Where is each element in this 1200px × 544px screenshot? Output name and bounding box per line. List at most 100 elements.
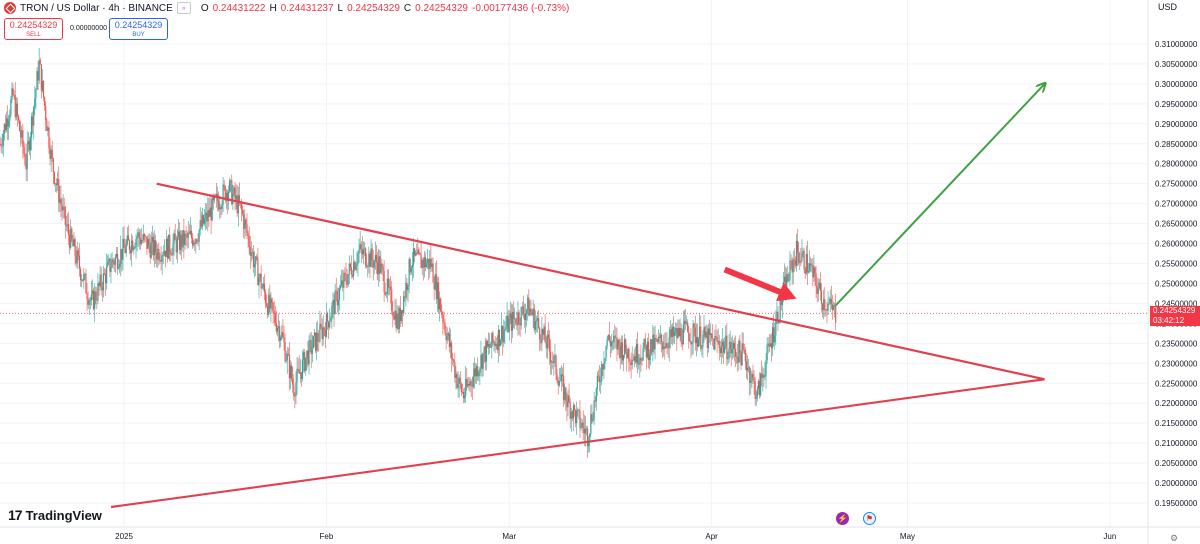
candle-body (385, 293, 387, 295)
candle-body (277, 326, 280, 328)
candle-body (535, 320, 538, 322)
candle-body (823, 299, 825, 311)
candle-body (792, 259, 794, 273)
candle-body (311, 348, 313, 355)
candle-body (335, 290, 337, 292)
candle-body (88, 300, 90, 305)
candle-body (825, 309, 827, 311)
candle-body (652, 334, 654, 352)
candle-body (108, 258, 110, 262)
candle-body (113, 262, 115, 265)
candle-body (75, 256, 77, 264)
candle-body (614, 335, 616, 338)
candle-body (199, 220, 201, 231)
price-axis (1148, 0, 1200, 544)
candle-body (116, 253, 119, 269)
candle-body (805, 254, 807, 274)
tradingview-logo[interactable]: 17 TradingView (8, 507, 102, 523)
candle-body (594, 400, 596, 402)
candle-body (716, 337, 718, 342)
candle-body (34, 98, 36, 107)
candle-body (736, 356, 738, 358)
candle-body (387, 278, 390, 288)
candle-body (798, 252, 800, 263)
candle-body (725, 335, 727, 347)
currency-label[interactable]: USD (1158, 2, 1178, 12)
candle-body (492, 332, 494, 343)
candle-body (765, 360, 767, 376)
candle-body (509, 313, 511, 319)
candle-body (493, 342, 495, 344)
candle-body (319, 323, 321, 342)
candle-body (532, 308, 534, 316)
candle-body (723, 341, 725, 353)
candle-body (182, 230, 184, 248)
candle-body (815, 273, 817, 286)
candle-body (498, 329, 501, 346)
candle-body (617, 339, 619, 350)
candle-body (256, 256, 258, 259)
candle-body (174, 233, 176, 241)
x-tick-label: Jun (1103, 532, 1116, 541)
candle-body (198, 230, 200, 242)
candle-body (181, 234, 183, 248)
candle-body (620, 342, 622, 358)
candle-body (262, 283, 264, 288)
candle-body (218, 201, 220, 210)
candle-body (579, 410, 581, 428)
us-flag-icon[interactable]: ⚑ (863, 512, 876, 525)
candle-body (160, 260, 162, 262)
candle-body (14, 94, 16, 118)
candle-body (762, 374, 764, 378)
candle-body (582, 422, 584, 429)
candle-body (589, 433, 591, 441)
settings-icon[interactable]: ⚙ (1170, 533, 1179, 543)
candle-body (548, 338, 551, 352)
candle-body (806, 254, 808, 273)
y-tick-label: 0.21000000 (1155, 439, 1198, 448)
candle-body (504, 328, 506, 331)
candle-body (370, 248, 372, 268)
candle-body (324, 330, 326, 337)
candle-body (306, 350, 308, 358)
candle-body (244, 219, 246, 229)
candle-body (580, 427, 582, 429)
candle-body (149, 245, 151, 258)
candle-body (104, 274, 107, 284)
candle-body (514, 318, 516, 320)
candle-body (419, 253, 421, 255)
candle-body (302, 352, 305, 360)
candle-body (675, 328, 677, 333)
candle-body (746, 367, 749, 371)
candle-body (411, 265, 413, 268)
candle-body (112, 259, 114, 263)
candle-body (561, 374, 564, 377)
symbol-title[interactable]: TRON / US Dollar · 4h · BINANCE (20, 2, 173, 14)
visibility-icon[interactable]: ∘ (176, 2, 191, 14)
sell-button[interactable]: 0.24254329 SELL (4, 18, 63, 40)
candle-body (478, 372, 480, 377)
buy-button[interactable]: 0.24254329 BUY (109, 18, 168, 40)
candle-body (67, 224, 70, 235)
candle-body (366, 265, 368, 267)
candle-body (243, 214, 245, 229)
candle-body (396, 313, 398, 329)
candle-body (440, 298, 442, 312)
lightning-icon[interactable]: ⚡ (836, 512, 849, 525)
candle-body (705, 331, 707, 338)
candle-body (453, 360, 455, 363)
high-label: H (269, 2, 277, 14)
candle-body (830, 298, 832, 305)
candle-body (8, 120, 10, 127)
candle-body (223, 184, 225, 187)
candle-body (339, 285, 342, 289)
candle-body (107, 261, 109, 267)
candle-body (365, 248, 367, 266)
candle-body (472, 376, 474, 387)
candle-body (726, 335, 728, 359)
candle-body (0, 143, 1, 145)
candle-body (245, 219, 247, 225)
green-arrow (834, 84, 1045, 307)
